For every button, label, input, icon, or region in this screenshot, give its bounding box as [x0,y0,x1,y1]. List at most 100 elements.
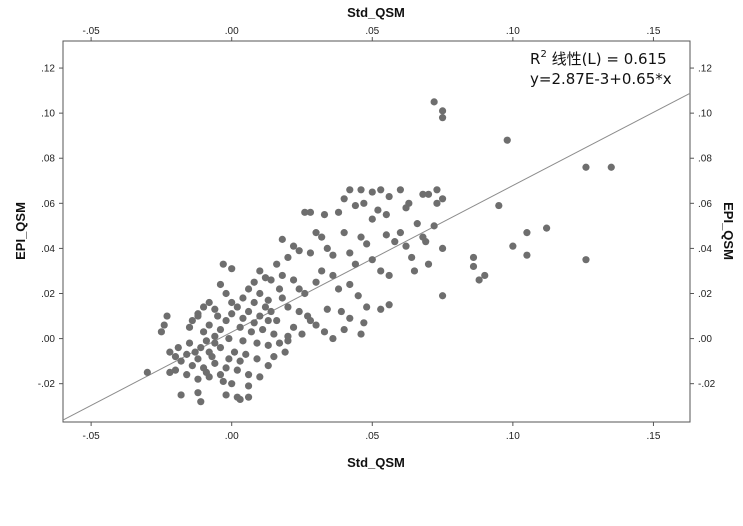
data-point [163,312,171,320]
data-point [377,267,385,275]
data-point [264,316,272,325]
y-tick-label-right: .06 [698,199,712,210]
data-point [214,312,222,320]
data-point [385,301,393,309]
data-point [481,271,489,280]
data-point [295,247,303,255]
data-point [250,319,258,327]
data-point [368,188,376,196]
data-point [354,292,362,300]
data-point [219,260,227,268]
data-point [250,298,258,307]
regression-equation: y=2.87E-3+0.65*x [530,70,672,88]
data-point [385,271,393,280]
data-point [318,267,326,275]
data-point [267,276,275,284]
data-point [183,371,191,379]
data-point [205,321,213,329]
data-point [239,294,247,302]
data-point [188,362,196,370]
data-point [225,334,233,343]
data-point [222,316,230,325]
data-point [430,98,438,106]
y-tick-label-left: .10 [41,109,55,120]
data-point [357,233,365,241]
data-point [469,253,478,262]
data-point [228,380,236,388]
data-point [469,262,478,271]
data-point [509,242,517,250]
data-point [211,359,219,367]
data-point [523,229,531,237]
data-point [357,330,365,338]
data-point [228,265,236,273]
data-point [374,206,382,214]
data-point [306,316,315,325]
data-point [256,312,264,320]
plot-frame [62,40,691,423]
data-point [185,339,194,347]
y-tick-label-right: .04 [698,244,712,255]
data-point [275,339,284,347]
data-point [264,362,272,370]
x-axis-title-bottom: Std_QSM [347,455,405,470]
data-point [222,289,230,298]
data-point [228,298,236,307]
data-point [256,373,264,381]
y-tick-label-left: .06 [41,199,55,210]
x-tick-label-bottom: .00 [225,431,239,442]
y-tick-label-right: .02 [698,289,712,300]
data-point [239,314,247,322]
data-point [438,244,447,253]
data-point [289,242,298,250]
x-tick-label-top: .10 [506,26,520,37]
data-point [346,280,354,289]
data-point [340,195,348,203]
data-point [256,267,264,275]
data-point [329,271,337,280]
data-point [312,229,320,237]
data-point [171,366,180,374]
data-point [298,330,306,338]
data-point [306,208,315,216]
data-point [194,389,202,397]
y-tick-label-left: .00 [41,334,55,345]
data-point [185,323,194,331]
data-point [523,251,531,259]
data-point [230,348,239,356]
data-point [385,192,393,201]
data-point [295,285,303,293]
data-point [171,353,180,361]
data-point [157,328,166,336]
y-tick-label-right: .12 [698,64,712,75]
r2-superscript: 2 [540,49,546,60]
data-point [199,303,208,311]
data-point [222,391,230,399]
data-point [143,368,151,377]
y-tick-label-left: -.02 [38,379,56,390]
data-point [410,267,419,275]
data-point [278,271,286,280]
data-point [419,190,427,198]
data-point [301,208,309,216]
data-point [312,321,320,329]
data-point [275,285,284,293]
data-point [211,332,219,340]
data-point [244,382,253,390]
data-point [216,280,225,289]
data-point [244,285,253,293]
data-point [424,190,433,198]
data-point [340,325,348,334]
data-point [368,256,376,264]
data-point [351,201,360,210]
data-point [312,278,320,286]
data-point [306,249,315,257]
data-point [194,355,202,363]
data-point [247,328,255,336]
data-point [408,253,416,262]
data-point [160,321,168,329]
data-point [281,348,289,356]
data-point [433,199,441,207]
data-point [368,215,376,223]
